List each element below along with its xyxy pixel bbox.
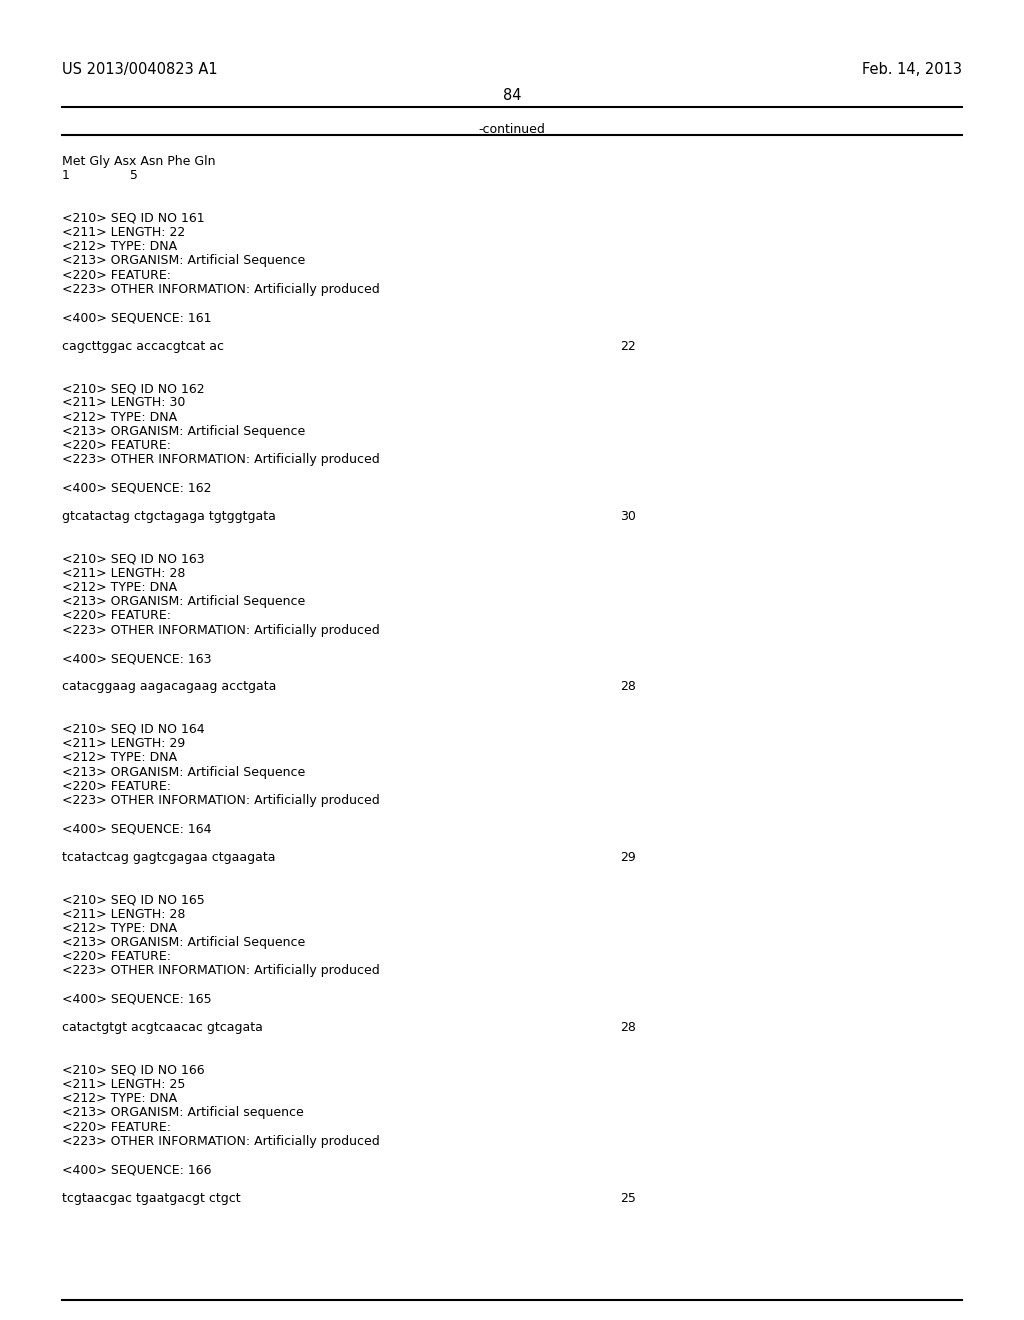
Text: <211> LENGTH: 30: <211> LENGTH: 30	[62, 396, 185, 409]
Text: <223> OTHER INFORMATION: Artificially produced: <223> OTHER INFORMATION: Artificially pr…	[62, 453, 380, 466]
Text: 28: 28	[620, 1022, 636, 1034]
Text: <220> FEATURE:: <220> FEATURE:	[62, 610, 171, 623]
Text: <211> LENGTH: 28: <211> LENGTH: 28	[62, 908, 185, 920]
Text: <400> SEQUENCE: 161: <400> SEQUENCE: 161	[62, 312, 212, 325]
Text: <212> TYPE: DNA: <212> TYPE: DNA	[62, 240, 177, 253]
Text: <213> ORGANISM: Artificial sequence: <213> ORGANISM: Artificial sequence	[62, 1106, 304, 1119]
Text: <220> FEATURE:: <220> FEATURE:	[62, 780, 171, 793]
Text: <213> ORGANISM: Artificial Sequence: <213> ORGANISM: Artificial Sequence	[62, 766, 305, 779]
Text: <220> FEATURE:: <220> FEATURE:	[62, 268, 171, 281]
Text: <211> LENGTH: 29: <211> LENGTH: 29	[62, 737, 185, 750]
Text: <220> FEATURE:: <220> FEATURE:	[62, 1121, 171, 1134]
Text: <213> ORGANISM: Artificial Sequence: <213> ORGANISM: Artificial Sequence	[62, 936, 305, 949]
Text: <400> SEQUENCE: 163: <400> SEQUENCE: 163	[62, 652, 212, 665]
Text: 1               5: 1 5	[62, 169, 138, 182]
Text: <213> ORGANISM: Artificial Sequence: <213> ORGANISM: Artificial Sequence	[62, 425, 305, 438]
Text: <211> LENGTH: 22: <211> LENGTH: 22	[62, 226, 185, 239]
Text: <212> TYPE: DNA: <212> TYPE: DNA	[62, 411, 177, 424]
Text: <210> SEQ ID NO 166: <210> SEQ ID NO 166	[62, 1064, 205, 1077]
Text: <211> LENGTH: 28: <211> LENGTH: 28	[62, 566, 185, 579]
Text: -continued: -continued	[478, 123, 546, 136]
Text: <211> LENGTH: 25: <211> LENGTH: 25	[62, 1078, 185, 1092]
Text: catacggaag aagacagaag acctgata: catacggaag aagacagaag acctgata	[62, 680, 276, 693]
Text: <220> FEATURE:: <220> FEATURE:	[62, 440, 171, 451]
Text: <210> SEQ ID NO 163: <210> SEQ ID NO 163	[62, 553, 205, 565]
Text: <400> SEQUENCE: 165: <400> SEQUENCE: 165	[62, 993, 212, 1006]
Text: <210> SEQ ID NO 162: <210> SEQ ID NO 162	[62, 383, 205, 395]
Text: <212> TYPE: DNA: <212> TYPE: DNA	[62, 581, 177, 594]
Text: <210> SEQ ID NO 161: <210> SEQ ID NO 161	[62, 211, 205, 224]
Text: <223> OTHER INFORMATION: Artificially produced: <223> OTHER INFORMATION: Artificially pr…	[62, 1135, 380, 1148]
Text: <400> SEQUENCE: 164: <400> SEQUENCE: 164	[62, 822, 212, 836]
Text: 84: 84	[503, 88, 521, 103]
Text: <210> SEQ ID NO 165: <210> SEQ ID NO 165	[62, 894, 205, 907]
Text: <223> OTHER INFORMATION: Artificially produced: <223> OTHER INFORMATION: Artificially pr…	[62, 795, 380, 807]
Text: 30: 30	[620, 510, 636, 523]
Text: <210> SEQ ID NO 164: <210> SEQ ID NO 164	[62, 723, 205, 737]
Text: <223> OTHER INFORMATION: Artificially produced: <223> OTHER INFORMATION: Artificially pr…	[62, 282, 380, 296]
Text: 29: 29	[620, 851, 636, 863]
Text: tcatactcag gagtcgagaa ctgaagata: tcatactcag gagtcgagaa ctgaagata	[62, 851, 275, 863]
Text: catactgtgt acgtcaacac gtcagata: catactgtgt acgtcaacac gtcagata	[62, 1022, 263, 1034]
Text: <213> ORGANISM: Artificial Sequence: <213> ORGANISM: Artificial Sequence	[62, 255, 305, 268]
Text: cagcttggac accacgtcat ac: cagcttggac accacgtcat ac	[62, 339, 224, 352]
Text: <223> OTHER INFORMATION: Artificially produced: <223> OTHER INFORMATION: Artificially pr…	[62, 965, 380, 977]
Text: 28: 28	[620, 680, 636, 693]
Text: <212> TYPE: DNA: <212> TYPE: DNA	[62, 1092, 177, 1105]
Text: <212> TYPE: DNA: <212> TYPE: DNA	[62, 751, 177, 764]
Text: US 2013/0040823 A1: US 2013/0040823 A1	[62, 62, 218, 77]
Text: <213> ORGANISM: Artificial Sequence: <213> ORGANISM: Artificial Sequence	[62, 595, 305, 609]
Text: <400> SEQUENCE: 162: <400> SEQUENCE: 162	[62, 482, 212, 495]
Text: 22: 22	[620, 339, 636, 352]
Text: Feb. 14, 2013: Feb. 14, 2013	[862, 62, 962, 77]
Text: <400> SEQUENCE: 166: <400> SEQUENCE: 166	[62, 1163, 212, 1176]
Text: <220> FEATURE:: <220> FEATURE:	[62, 950, 171, 964]
Text: 25: 25	[620, 1192, 636, 1205]
Text: Met Gly Asx Asn Phe Gln: Met Gly Asx Asn Phe Gln	[62, 154, 215, 168]
Text: gtcatactag ctgctagaga tgtggtgata: gtcatactag ctgctagaga tgtggtgata	[62, 510, 275, 523]
Text: tcgtaacgac tgaatgacgt ctgct: tcgtaacgac tgaatgacgt ctgct	[62, 1192, 241, 1205]
Text: <223> OTHER INFORMATION: Artificially produced: <223> OTHER INFORMATION: Artificially pr…	[62, 623, 380, 636]
Text: <212> TYPE: DNA: <212> TYPE: DNA	[62, 921, 177, 935]
